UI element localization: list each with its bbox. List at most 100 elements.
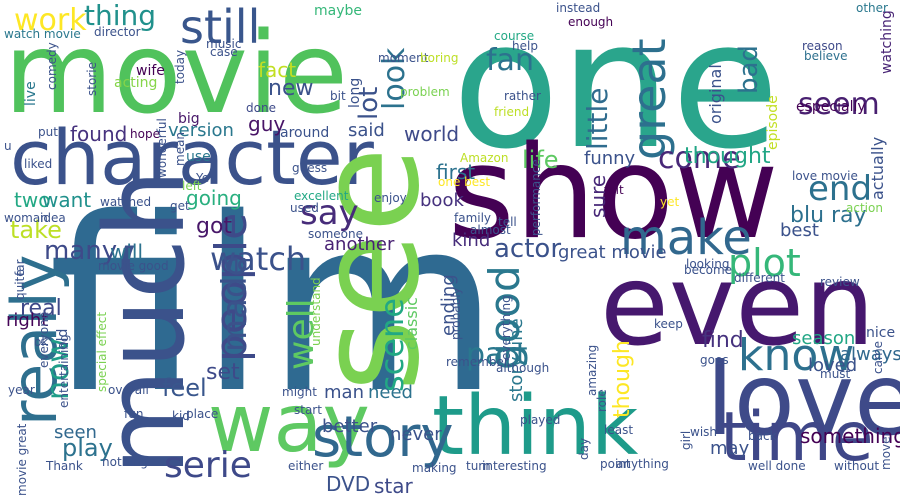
word-thought: thought (684, 144, 771, 169)
word-overall: overall (108, 383, 149, 397)
word-music: music (206, 37, 242, 51)
word-many: many (44, 236, 118, 266)
word-never: never (390, 424, 442, 445)
word-someone: someone (308, 227, 363, 241)
word-girl: girl (679, 430, 693, 450)
word-seen: seen (54, 422, 97, 443)
word-show: show (448, 119, 779, 268)
word-point: point (600, 457, 631, 471)
word-movie-great: movie great (15, 423, 29, 496)
word-probably: probably (449, 287, 463, 340)
word-kid: kid (172, 409, 190, 423)
word-long: long (347, 77, 363, 108)
word-making: making (412, 461, 457, 475)
word-best: best (780, 220, 819, 241)
word-nice: nice (866, 325, 896, 341)
word-either: either (288, 459, 324, 473)
word-wife: wife (136, 63, 165, 79)
word-become: become (684, 263, 733, 277)
word-even: even (600, 241, 876, 371)
word-day: day (577, 437, 591, 460)
word-one: one (452, 0, 780, 188)
word-role: role (595, 389, 609, 412)
word-everyone: everyone (37, 311, 51, 368)
word-another: another (324, 234, 395, 255)
word-review: review (820, 275, 860, 289)
word-though: though (610, 340, 635, 418)
word-reason: reason (802, 39, 843, 53)
word-wonderful: wonderful (155, 118, 169, 178)
word-keep: keep (654, 317, 683, 331)
word-blu-ray: blu ray (790, 203, 867, 228)
word-fact: fact (258, 58, 297, 82)
word-mean: mean (173, 131, 187, 166)
word-acting: acting (114, 75, 158, 91)
word-movie-good: movie good (98, 259, 169, 273)
word-back: back (748, 429, 777, 443)
word-got: got (196, 214, 233, 239)
word-other: other (856, 1, 888, 15)
word-end: end (808, 169, 873, 209)
word-although: although (496, 361, 550, 375)
word-move: move (879, 436, 893, 470)
word-ye: Ye (196, 171, 210, 185)
word-plot: plot (728, 241, 801, 285)
word-hope: hope (130, 127, 160, 141)
word-might: might (282, 385, 317, 399)
word-star: star (374, 474, 413, 498)
word-going: going (186, 186, 242, 210)
word-make: make (620, 210, 752, 266)
word-case: case (210, 45, 238, 59)
word-always: always (840, 344, 900, 365)
word-find: find (702, 328, 744, 353)
word-today: today (173, 49, 187, 84)
word-two: two (14, 188, 51, 212)
word-serie: serie (164, 445, 252, 486)
word-work: work (14, 3, 87, 38)
word-book: book (420, 190, 464, 211)
word-kind: kind (452, 230, 491, 251)
word-may: may (710, 438, 750, 459)
word-amazon: Amazon (460, 151, 509, 165)
word-entertaining: entertaining (57, 334, 71, 408)
word-moment: moment (378, 51, 429, 65)
word-say: say (300, 193, 359, 233)
word-well-done: well done (748, 459, 806, 473)
word-guy: guy (248, 112, 286, 136)
word-instead: instead (556, 1, 601, 15)
word-take: take (10, 216, 62, 244)
word-anything: anything (616, 457, 669, 471)
word-wish: wish (690, 425, 718, 439)
word-special-effect: special effect (95, 311, 109, 392)
word-excellent: excellent (294, 189, 349, 203)
word-watched: watched (100, 195, 152, 209)
word-new: new (268, 76, 314, 101)
word-think: think (432, 379, 639, 474)
word-use: use (186, 149, 211, 165)
word-turn: turn (466, 459, 491, 473)
word-especially: especially (796, 99, 866, 115)
word-play: play (62, 434, 113, 462)
word-almost: almost (470, 223, 511, 237)
word-place: place (186, 407, 219, 421)
word-original: original (706, 64, 725, 124)
word-real: real (20, 296, 62, 321)
word-help: help (512, 39, 538, 53)
word-nothing: nothing (102, 455, 148, 469)
word-performance: performance (529, 159, 543, 236)
word-will: will (110, 240, 144, 264)
word-season: season (792, 328, 856, 349)
word-classic: classic (402, 297, 421, 350)
word-big: big (178, 111, 200, 127)
word-played: played (520, 413, 561, 427)
word-watching: watching (879, 10, 895, 74)
word-come: come (658, 141, 741, 176)
word-right: right (6, 310, 49, 331)
word-liked: liked (24, 157, 53, 171)
word-know: know (738, 330, 855, 381)
word-bad: bad (734, 45, 764, 94)
word-around: around (280, 125, 330, 141)
word-goes: goes (700, 353, 729, 367)
word-start: start (294, 403, 322, 417)
word-said: said (348, 120, 385, 141)
